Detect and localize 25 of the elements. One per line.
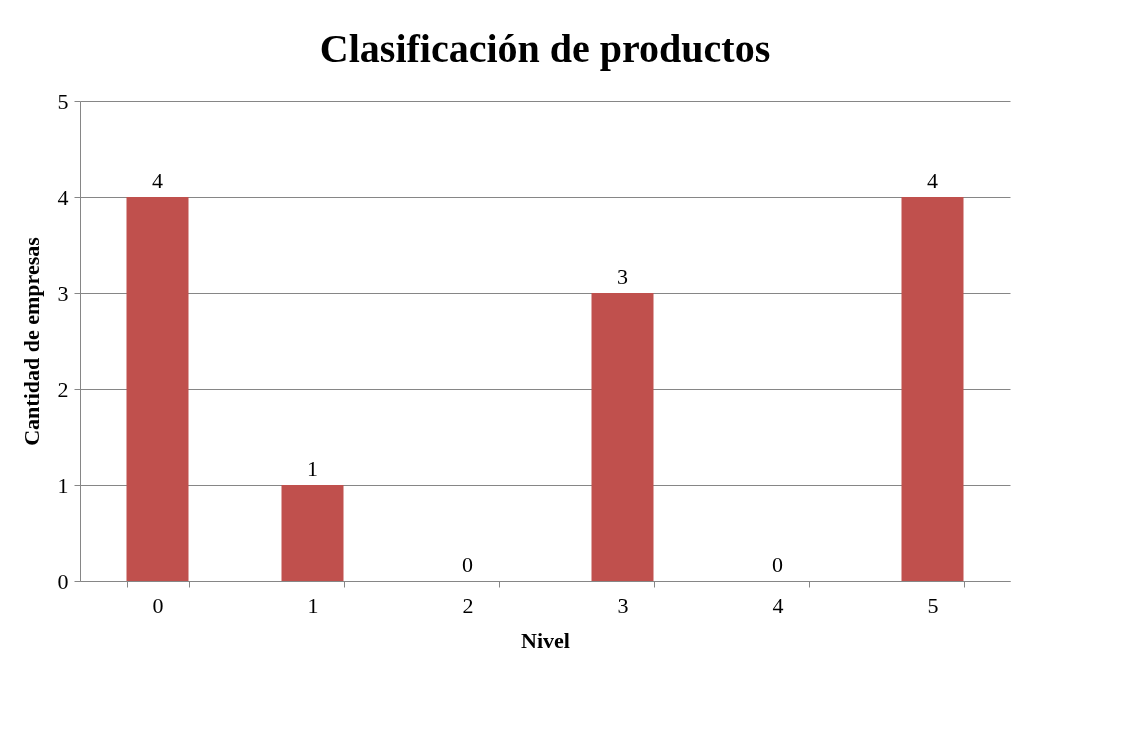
x-tick-label: 1 bbox=[307, 592, 319, 618]
y-tick-label: 5 bbox=[57, 88, 69, 114]
y-tick-label: 0 bbox=[57, 568, 69, 594]
y-tick-label: 2 bbox=[57, 376, 69, 402]
chart-title: Clasificación de productos bbox=[319, 26, 771, 71]
x-axis-title: Nivel bbox=[521, 627, 570, 653]
bar bbox=[126, 197, 189, 581]
x-tick-label: 5 bbox=[927, 592, 939, 618]
bar bbox=[591, 293, 654, 581]
data-label: 4 bbox=[152, 168, 163, 193]
x-tick-label: 4 bbox=[772, 592, 784, 618]
y-axis-title: Cantidad de empresas bbox=[18, 236, 44, 446]
x-tick-label: 0 bbox=[152, 592, 164, 618]
data-label: 4 bbox=[927, 168, 938, 193]
y-tick-label: 1 bbox=[57, 472, 69, 498]
data-label: 0 bbox=[772, 552, 783, 577]
x-tick-label: 3 bbox=[617, 592, 629, 618]
x-tick-label: 2 bbox=[462, 592, 474, 618]
y-tick-label: 3 bbox=[57, 280, 69, 306]
y-tick-label: 4 bbox=[57, 184, 69, 210]
data-label: 1 bbox=[307, 456, 318, 481]
bar bbox=[281, 485, 344, 581]
data-label: 0 bbox=[462, 552, 473, 577]
data-label: 3 bbox=[617, 264, 628, 289]
bar bbox=[901, 197, 964, 581]
